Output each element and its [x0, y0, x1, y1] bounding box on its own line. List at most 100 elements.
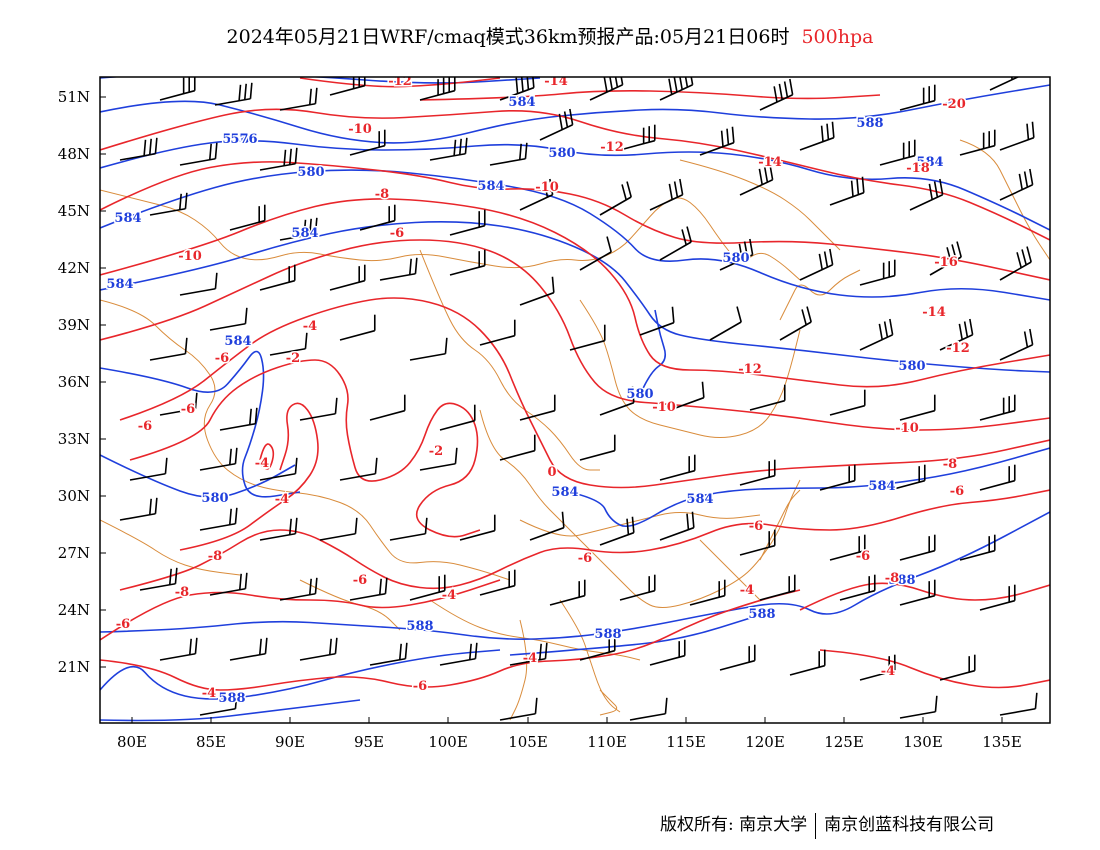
height-label: 588 [406, 619, 433, 634]
wind-barb [989, 77, 1020, 91]
wind-barb [759, 574, 796, 601]
height-label: 580 [297, 165, 324, 180]
wind-barb [959, 129, 996, 156]
height-labels: 576 584 576 580 584 580 584 580 584 584 584 580 584 5… [105, 94, 945, 708]
wind-barb [509, 642, 548, 666]
wind-barb [999, 168, 1034, 201]
wind-barb [599, 386, 635, 416]
wind-barb [899, 394, 936, 421]
temperature-contour [100, 161, 1050, 281]
temperature-label: -4 [881, 664, 895, 679]
temperature-contour [819, 649, 1050, 689]
copyright-company: 南京创蓝科技有限公司 [824, 815, 995, 835]
temperature-label: -10 [535, 180, 559, 195]
temperature-label: -12 [600, 140, 624, 155]
wind-barb [839, 574, 876, 601]
height-label: 584 [114, 211, 141, 226]
wind-barb [279, 217, 318, 241]
wind-barb [129, 457, 168, 481]
wind-barb [449, 249, 486, 276]
wind-barb [899, 695, 938, 719]
lon-label: 135E [982, 733, 1022, 751]
lat-label: 33N [58, 430, 90, 448]
wind-barb [519, 276, 555, 306]
height-label: 580 [898, 359, 925, 374]
temperature-label: -4 [442, 588, 456, 603]
wind-barb [119, 497, 158, 521]
temperature-label: -6 [856, 549, 870, 564]
wind-barb [349, 129, 386, 156]
height-contour [100, 77, 541, 84]
wind-barb [859, 259, 896, 286]
wind-barb [329, 264, 366, 291]
temperature-label: -4 [303, 319, 317, 334]
height-label: 584 [868, 479, 895, 494]
wind-barb [479, 569, 516, 596]
wind-barb [359, 204, 396, 231]
wind-barb [899, 84, 936, 111]
wind-barb [259, 457, 298, 481]
height-label: 588 [594, 627, 621, 642]
height-label: 584 [477, 179, 504, 194]
temperature-label: -18 [906, 161, 930, 176]
border-line [679, 159, 841, 251]
lat-label: 21N [58, 658, 90, 676]
temperature-label: -12 [738, 362, 762, 377]
border-line [100, 299, 511, 581]
border-line [100, 189, 801, 281]
temperature-contour [179, 402, 319, 551]
wind-barb [659, 511, 695, 541]
lon-label: 95E [354, 733, 384, 751]
wind-barb [119, 137, 158, 161]
wind-barbs [119, 77, 1038, 721]
temperature-label: -2 [286, 351, 300, 366]
wind-barb [719, 644, 756, 671]
border-line [579, 299, 801, 438]
wind-barb [429, 137, 468, 161]
wind-barb [669, 381, 705, 411]
height-label: 580 [548, 146, 575, 161]
height-contour [100, 699, 361, 722]
wind-barb [799, 248, 834, 281]
wind-barb [599, 181, 632, 216]
wind-barb [959, 534, 996, 561]
temperature-label: -4 [523, 651, 537, 666]
wind-barb [779, 306, 812, 341]
temperature-label: -8 [208, 549, 222, 564]
temperature-label: -4 [202, 686, 216, 701]
wind-barb [579, 634, 616, 661]
temperature-label: -6 [255, 457, 269, 472]
lon-label: 90E [275, 733, 305, 751]
temperature-label: -6 [353, 573, 367, 588]
height-contour [100, 511, 1050, 640]
wind-barb [499, 77, 535, 101]
temperature-contour [119, 489, 1050, 591]
wind-barb [619, 574, 656, 601]
wind-barb [859, 654, 896, 681]
wind-barb [649, 178, 684, 211]
lon-label: 80E [117, 733, 147, 751]
wind-barb [519, 178, 554, 211]
wind-barb [639, 306, 675, 336]
wind-barb [999, 121, 1035, 151]
wind-barb [619, 124, 656, 151]
temperature-label: -10 [178, 249, 202, 264]
height-contour [639, 309, 666, 396]
temperature-label: -8 [175, 585, 189, 600]
lat-label: 27N [58, 544, 90, 562]
wind-barb [339, 314, 376, 341]
wind-barb [589, 77, 624, 101]
temperature-contour [100, 108, 1050, 241]
temperature-label: -8 [885, 571, 899, 586]
border-line [779, 269, 861, 321]
height-label: 576 [230, 132, 257, 147]
temperature-label: 0 [547, 465, 556, 480]
temperature-label: -14 [544, 74, 568, 89]
wind-barb [979, 584, 1016, 611]
height-contour [100, 649, 501, 700]
wind-barb [179, 142, 218, 166]
wind-barb [819, 464, 856, 491]
temperature-contour [419, 90, 881, 101]
wind-barb [339, 457, 378, 481]
